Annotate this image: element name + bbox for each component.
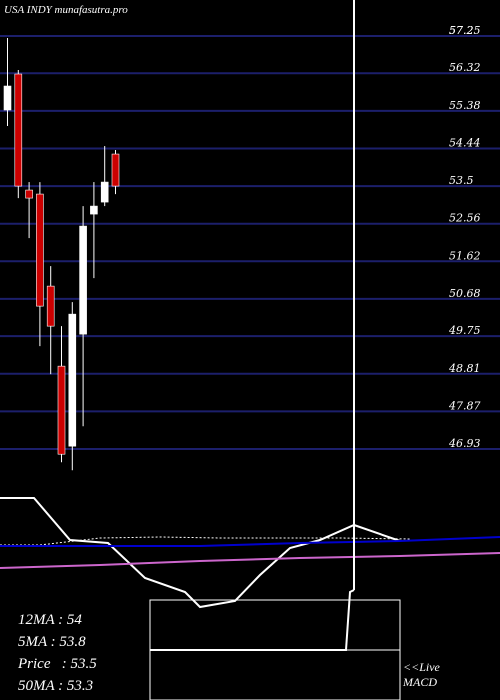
- candle-body: [111, 153, 120, 187]
- ma-fast-line: [0, 497, 401, 609]
- ma50-readout: 50MA : 53.3: [18, 678, 94, 694]
- candle-body: [79, 225, 87, 335]
- ma12-readout: 12MA : 54: [18, 612, 82, 628]
- price-tick-label: 51.62: [449, 249, 481, 262]
- candle-body: [90, 205, 98, 215]
- candle-body: [25, 189, 33, 199]
- candle-body: [36, 193, 44, 307]
- price-tick-label: 56.32: [449, 61, 481, 74]
- price-readout: Price : 53.5: [18, 656, 97, 672]
- candle-body: [3, 85, 12, 111]
- candle-body: [46, 285, 55, 327]
- moving-average-panel: [0, 0, 500, 609]
- price-tick-label: 57.25: [449, 24, 481, 37]
- candle-body: [57, 365, 66, 455]
- ma-slow-line: [0, 536, 500, 547]
- macd-panel: [149, 589, 401, 700]
- price-tick-label: 53.5: [449, 174, 474, 187]
- candlestick-series: [3, 38, 120, 471]
- macd-label: <<Live MACD: [403, 660, 440, 690]
- ma-fast-line-dotted: [0, 536, 411, 546]
- price-tick-label: 46.93: [448, 437, 481, 450]
- macd-line: [150, 589, 355, 651]
- ma-long-line: [0, 552, 500, 569]
- candle-body: [100, 181, 109, 203]
- candle-body: [68, 313, 77, 447]
- price-tick-label: 48.81: [448, 362, 481, 375]
- price-tick-label: 55.38: [449, 99, 481, 112]
- price-tick-label: 47.87: [448, 399, 481, 412]
- price-tick-label: 52.56: [449, 212, 481, 225]
- price-tick-label: 50.68: [449, 287, 481, 300]
- price-tick-label: 54.44: [449, 136, 481, 149]
- macd-label-name: MACD: [403, 675, 437, 689]
- price-tick-label: 49.75: [448, 324, 481, 337]
- candle-body: [14, 73, 23, 187]
- chart-title: USA INDY munafasutra.pro: [4, 4, 128, 16]
- macd-label-live: <<Live: [403, 660, 440, 674]
- price-tick-label: 57.2: [449, 24, 474, 37]
- ma5-readout: 5MA : 53.8: [18, 634, 86, 650]
